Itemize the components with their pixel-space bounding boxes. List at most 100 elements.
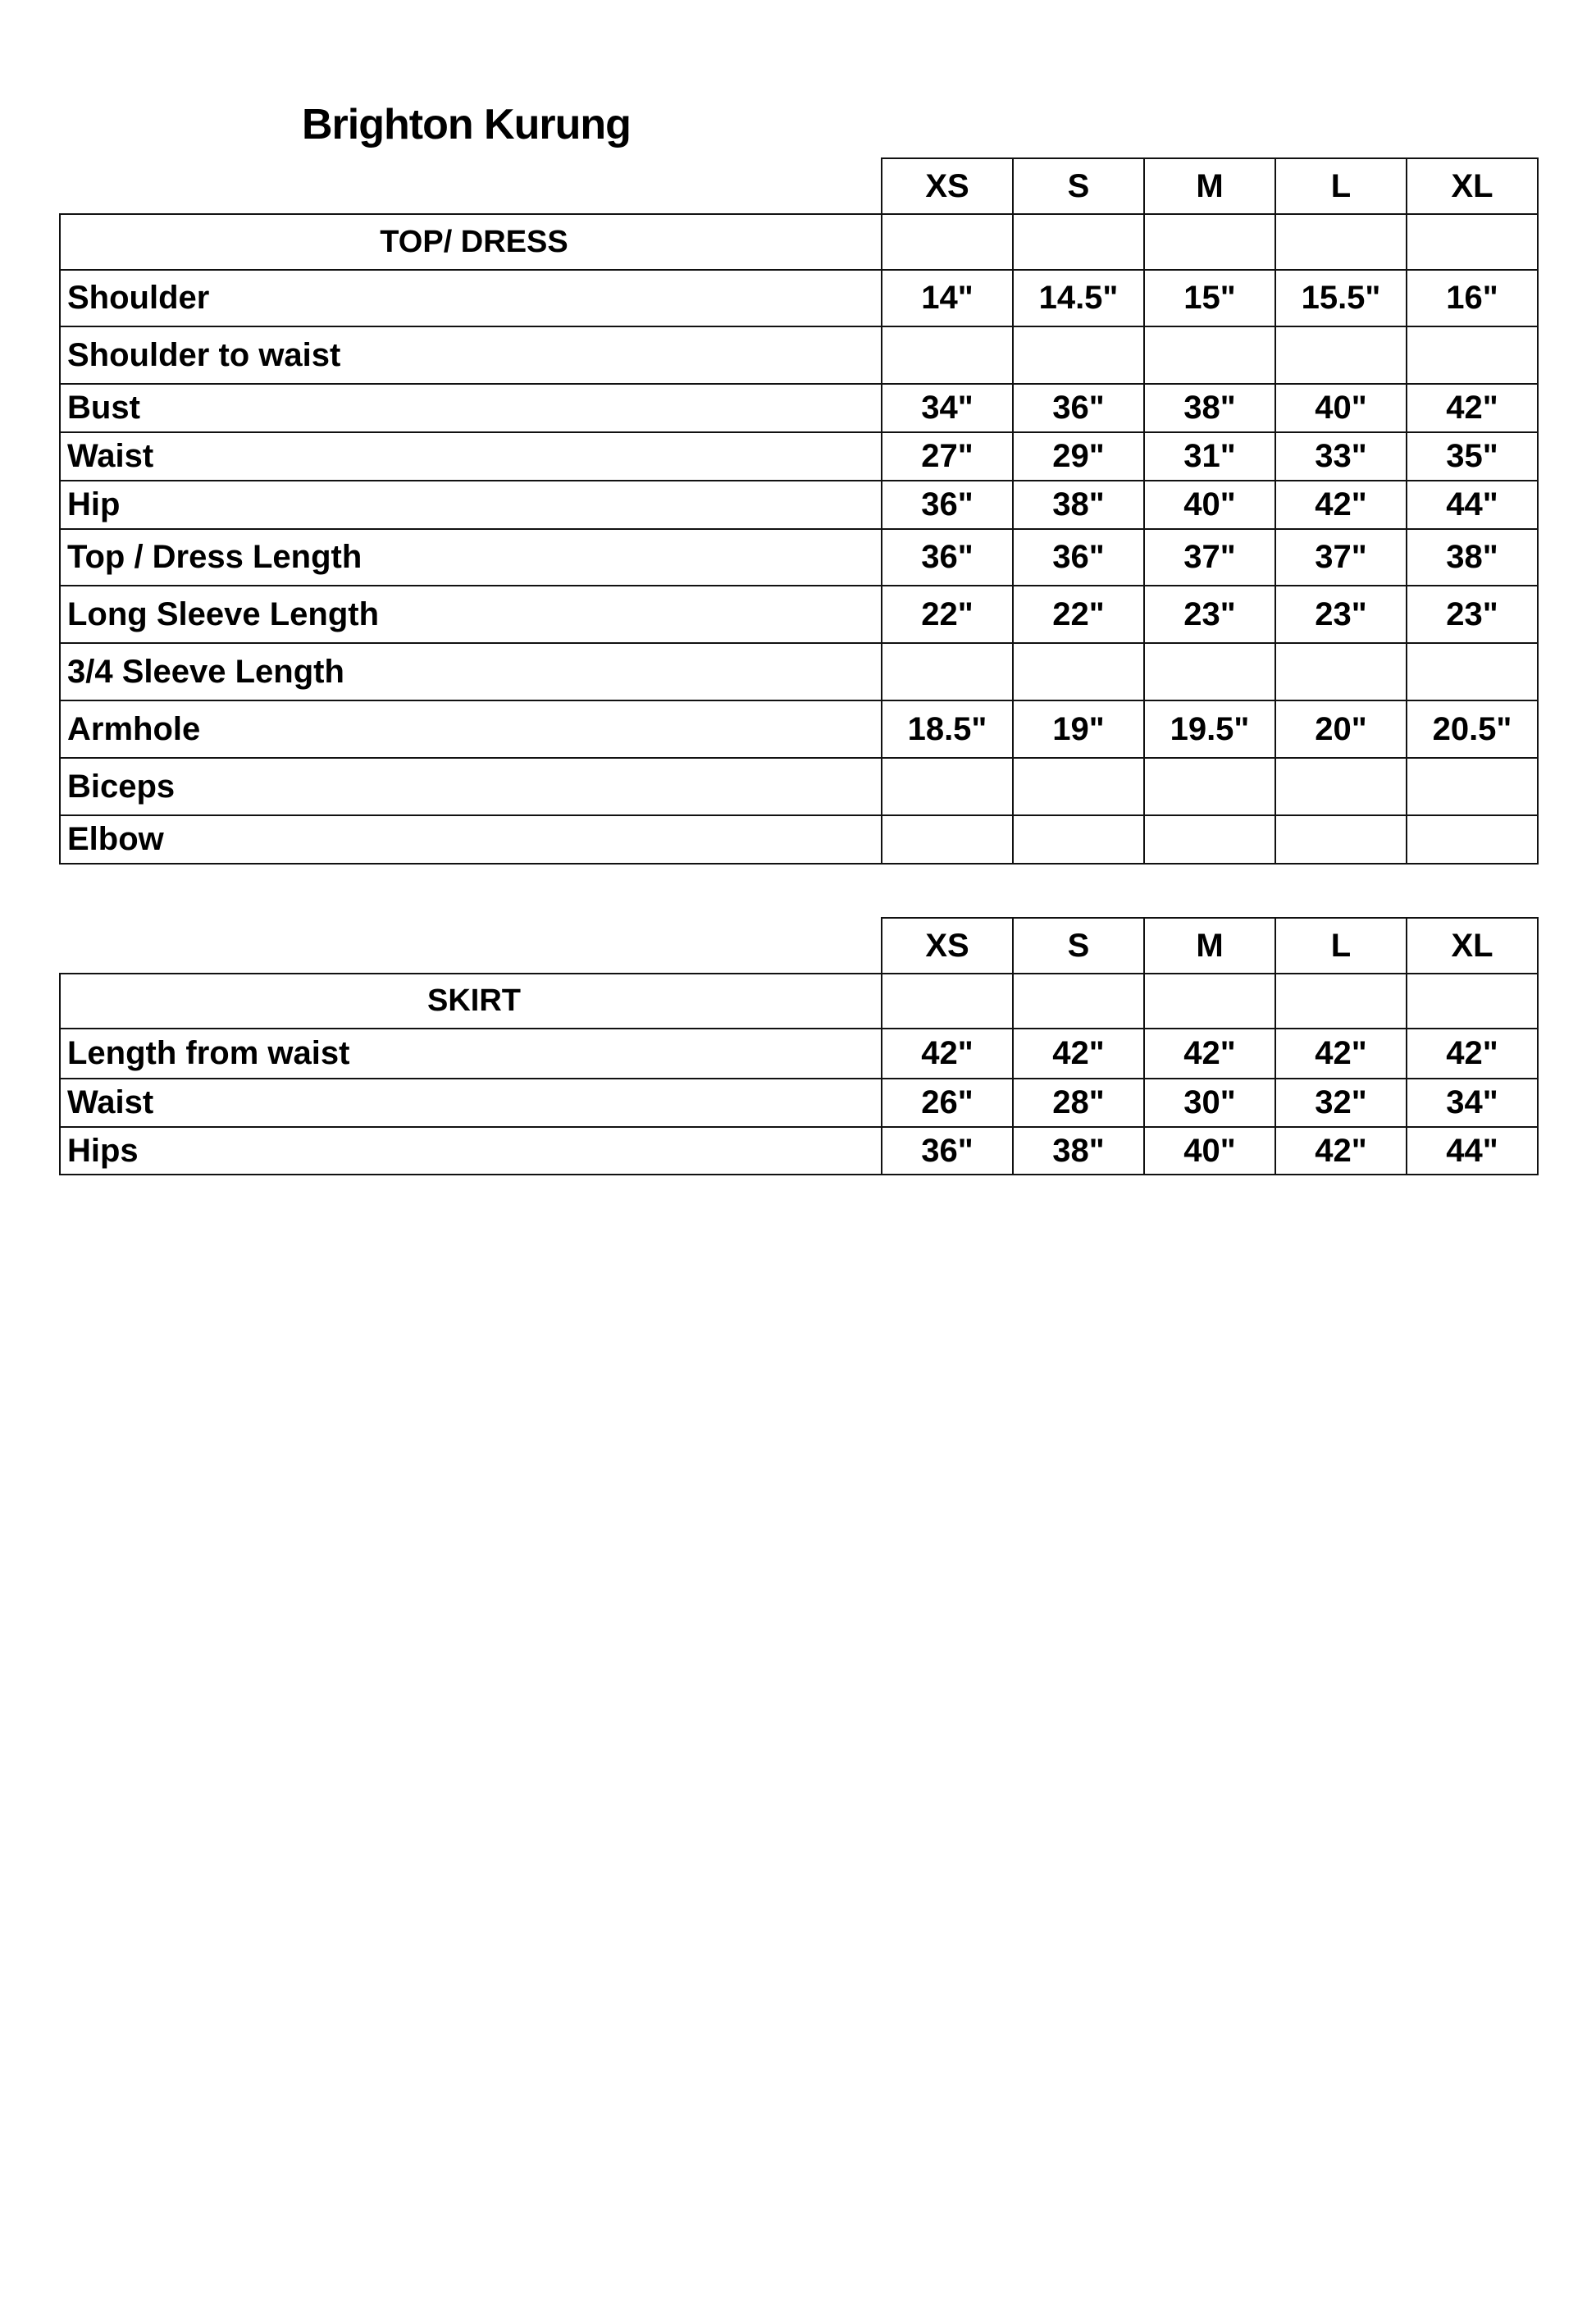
measurement-value: 34" xyxy=(881,383,1014,433)
measurement-value: 32" xyxy=(1275,1078,1407,1128)
measurement-label: Hip xyxy=(59,480,882,530)
measurement-value: 38" xyxy=(1012,1126,1145,1175)
measurement-value: 14" xyxy=(881,269,1014,327)
measurement-value: 36" xyxy=(881,1126,1014,1175)
size-header: XS xyxy=(881,917,1014,974)
measurement-label: Biceps xyxy=(59,757,882,816)
measurement-value: 37" xyxy=(1143,528,1276,586)
measurement-value: 42" xyxy=(1143,1028,1276,1079)
table-row: Shoulder 14" 14.5" 15" 15.5" 16" xyxy=(59,269,1539,327)
measurement-value xyxy=(1406,814,1539,865)
measurement-label: Hips xyxy=(59,1126,882,1175)
measurement-value xyxy=(1143,326,1276,385)
table-row: Waist 26" 28" 30" 32" 34" xyxy=(59,1078,1539,1128)
measurement-value: 19.5" xyxy=(1143,700,1276,759)
size-header: L xyxy=(1275,157,1407,215)
measurement-value: 36" xyxy=(881,528,1014,586)
size-header: XL xyxy=(1406,157,1539,215)
measurement-value: 36" xyxy=(881,480,1014,530)
measurement-value: 18.5" xyxy=(881,700,1014,759)
size-header: M xyxy=(1143,917,1276,974)
measurement-value: 36" xyxy=(1012,528,1145,586)
table-row: Bust 34" 36" 38" 40" 42" xyxy=(59,383,1539,433)
measurement-value: 42" xyxy=(1406,1028,1539,1079)
measurement-value: 14.5" xyxy=(1012,269,1145,327)
measurement-value: 27" xyxy=(881,431,1014,481)
measurement-value xyxy=(1143,814,1276,865)
measurement-value: 26" xyxy=(881,1078,1014,1128)
measurement-label: Shoulder xyxy=(59,269,882,327)
measurement-value: 15" xyxy=(1143,269,1276,327)
measurement-value xyxy=(1275,814,1407,865)
page-title: Brighton Kurung xyxy=(302,101,632,148)
measurement-value: 44" xyxy=(1406,480,1539,530)
measurement-value: 42" xyxy=(1012,1028,1145,1079)
top-dress-size-table: XS S M L XL TOP/ DRESS Shoulder 14" 14.5" 15" 15.5… xyxy=(59,157,1539,865)
measurement-value: 38" xyxy=(1143,383,1276,433)
size-header: L xyxy=(1275,917,1407,974)
measurement-value: 42" xyxy=(881,1028,1014,1079)
size-header-row: XS S M L XL xyxy=(60,157,1539,215)
measurement-label: Armhole xyxy=(59,700,882,759)
empty-cell xyxy=(1406,973,1539,1029)
measurement-value: 31" xyxy=(1143,431,1276,481)
measurement-value: 40" xyxy=(1143,480,1276,530)
measurement-value xyxy=(1143,757,1276,816)
measurement-value xyxy=(881,326,1014,385)
table-row: 3/4 Sleeve Length xyxy=(59,642,1539,701)
measurement-value xyxy=(1012,757,1145,816)
measurement-value: 20" xyxy=(1275,700,1407,759)
empty-cell xyxy=(1143,973,1276,1029)
measurement-value xyxy=(1406,642,1539,701)
measurement-value: 15.5" xyxy=(1275,269,1407,327)
measurement-value: 33" xyxy=(1275,431,1407,481)
table-row: Hip 36" 38" 40" 42" 44" xyxy=(59,480,1539,530)
measurement-value: 30" xyxy=(1143,1078,1276,1128)
measurement-label: Waist xyxy=(59,1078,882,1128)
measurement-value: 42" xyxy=(1275,1126,1407,1175)
measurement-value: 38" xyxy=(1406,528,1539,586)
measurement-value: 40" xyxy=(1275,383,1407,433)
measurement-value: 22" xyxy=(1012,585,1145,644)
measurement-value xyxy=(881,814,1014,865)
measurement-value xyxy=(1012,814,1145,865)
measurement-value xyxy=(1012,326,1145,385)
measurement-value: 22" xyxy=(881,585,1014,644)
measurement-value: 35" xyxy=(1406,431,1539,481)
measurement-label: Shoulder to waist xyxy=(59,326,882,385)
table-row: Biceps xyxy=(59,757,1539,816)
measurement-value xyxy=(881,757,1014,816)
empty-cell xyxy=(1275,213,1407,271)
section-title: SKIRT xyxy=(59,973,882,1029)
measurement-label: Bust xyxy=(59,383,882,433)
measurement-value xyxy=(1275,757,1407,816)
measurement-label: Elbow xyxy=(59,814,882,865)
measurement-value: 40" xyxy=(1143,1126,1276,1175)
measurement-value: 28" xyxy=(1012,1078,1145,1128)
measurement-value: 38" xyxy=(1012,480,1145,530)
measurement-value: 23" xyxy=(1143,585,1276,644)
size-header: XL xyxy=(1406,917,1539,974)
header-spacer xyxy=(60,918,882,974)
measurement-label: Top / Dress Length xyxy=(59,528,882,586)
table-row: Shoulder to waist xyxy=(59,326,1539,385)
size-header: M xyxy=(1143,157,1276,215)
measurement-value: 42" xyxy=(1275,480,1407,530)
header-spacer xyxy=(60,158,882,215)
skirt-size-table: XS S M L XL SKIRT Length from waist 42" 42" 42" 42… xyxy=(59,917,1539,1175)
measurement-value: 34" xyxy=(1406,1078,1539,1128)
table-row: Long Sleeve Length 22" 22" 23" 23" 23" xyxy=(59,585,1539,644)
size-header-row: XS S M L XL xyxy=(60,917,1539,974)
table-row: Armhole 18.5" 19" 19.5" 20" 20.5" xyxy=(59,700,1539,759)
table-row: Length from waist 42" 42" 42" 42" 42" xyxy=(59,1028,1539,1079)
empty-cell xyxy=(1143,213,1276,271)
measurement-value xyxy=(1275,642,1407,701)
measurement-label: Waist xyxy=(59,431,882,481)
measurement-value xyxy=(1406,326,1539,385)
measurement-value xyxy=(1275,326,1407,385)
measurement-value: 23" xyxy=(1406,585,1539,644)
measurement-value: 29" xyxy=(1012,431,1145,481)
empty-cell xyxy=(1012,973,1145,1029)
size-header: XS xyxy=(881,157,1014,215)
table-row: Elbow xyxy=(59,814,1539,865)
